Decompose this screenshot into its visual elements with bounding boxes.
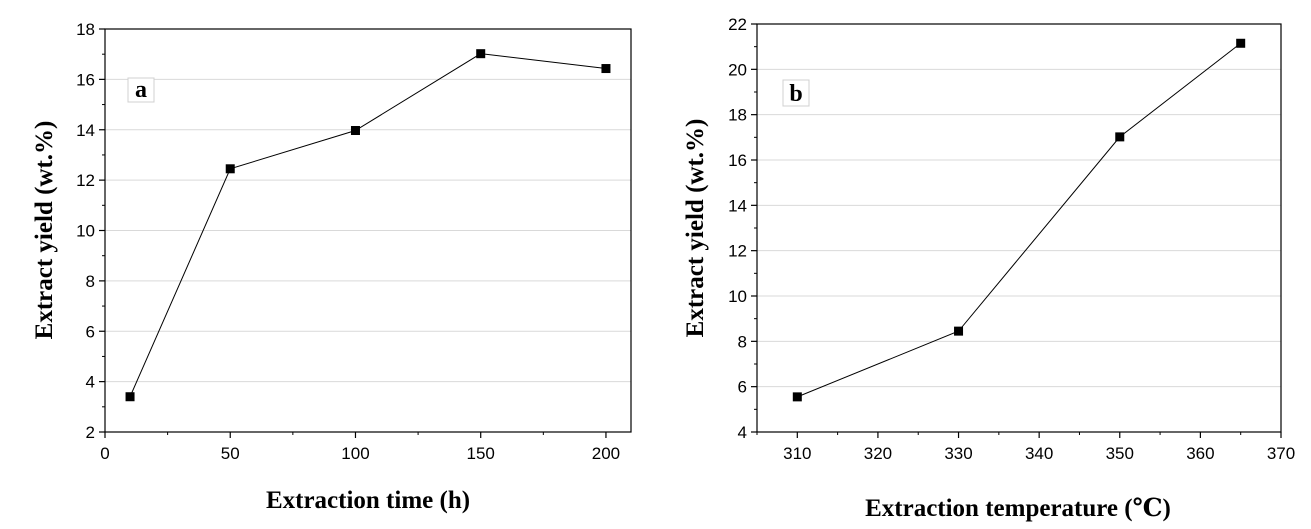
- data-point: [954, 326, 964, 336]
- y-tick-label: 8: [86, 272, 95, 291]
- y-tick-label: 14: [728, 196, 747, 215]
- y-tick-label: 4: [86, 373, 95, 392]
- y-tick-label: 10: [728, 287, 747, 306]
- series-line: [797, 42, 1241, 398]
- y-tick-label: 16: [76, 70, 95, 89]
- plot-frame: [756, 23, 1282, 433]
- chart-panel-a: 2 4 6 8 10 12 14 16 18 0 50 100 150 200 a Extraction ti…: [31, 20, 632, 514]
- data-point: [225, 164, 235, 174]
- y-tick-label: 8: [738, 332, 747, 351]
- panel-label-box: [782, 79, 810, 107]
- panel-label-box: [127, 77, 155, 103]
- x-tick-label: 350: [1106, 444, 1134, 463]
- y-tick-label: 2: [86, 423, 95, 442]
- y-tick-label: 10: [76, 222, 95, 241]
- data-point: [125, 392, 135, 402]
- x-tick-label: 330: [944, 444, 972, 463]
- data-point: [601, 64, 611, 74]
- y-tick-label: 12: [76, 171, 95, 190]
- y-tick-label: 6: [738, 378, 747, 397]
- y-tick-label: 18: [728, 106, 747, 125]
- x-tick-label: 340: [1025, 444, 1053, 463]
- x-tick-label: 200: [592, 444, 620, 463]
- x-tick-label: 50: [221, 444, 240, 463]
- x-tick-label: 150: [467, 444, 495, 463]
- data-point: [1236, 38, 1246, 48]
- y-axis-title: Extract yield (wt.%): [31, 121, 58, 340]
- series-line: [129, 53, 607, 397]
- x-axis-title: Extraction temperature (℃): [865, 495, 1171, 522]
- x-tick-label: 370: [1267, 444, 1295, 463]
- data-point: [792, 392, 802, 402]
- data-point: [350, 126, 360, 136]
- y-tick-label: 20: [728, 60, 747, 79]
- panel-label: b: [789, 81, 802, 107]
- y-tick-label: 12: [728, 242, 747, 261]
- x-tick-label: 360: [1186, 444, 1214, 463]
- data-point: [476, 49, 486, 59]
- y-tick-label: 16: [728, 151, 747, 170]
- y-tick-label: 4: [738, 423, 747, 442]
- panel-label: a: [135, 77, 147, 103]
- y-axis-title: Extract yield (wt.%): [682, 119, 709, 338]
- data-point: [1115, 132, 1125, 142]
- chart-panel-b: 4 6 8 10 12 14 16 18 20 22 310 320 330 340 350 360 370 b E…: [682, 15, 1295, 522]
- x-axis-title: Extraction time (h): [266, 487, 470, 514]
- y-tick-label: 14: [76, 121, 95, 140]
- x-tick-label: 320: [864, 444, 892, 463]
- y-tick-label: 6: [86, 322, 95, 341]
- y-tick-label: 22: [728, 15, 747, 34]
- y-tick-label: 18: [76, 20, 95, 39]
- x-tick-label: 310: [783, 444, 811, 463]
- x-tick-label: 0: [100, 444, 109, 463]
- x-tick-label: 100: [341, 444, 369, 463]
